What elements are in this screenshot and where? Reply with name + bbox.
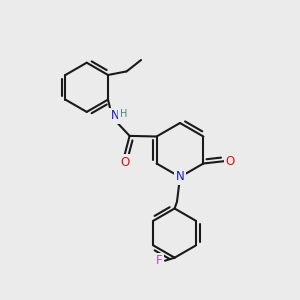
Text: N: N — [176, 170, 184, 184]
Text: H: H — [120, 109, 127, 119]
Text: N: N — [111, 109, 120, 122]
Text: O: O — [226, 154, 235, 168]
Text: F: F — [156, 254, 162, 267]
Text: O: O — [120, 156, 129, 169]
